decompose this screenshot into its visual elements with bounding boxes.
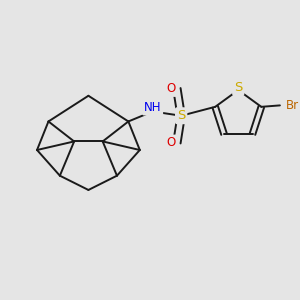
Text: Br: Br: [286, 99, 299, 112]
Text: O: O: [167, 82, 176, 95]
Text: S: S: [234, 81, 242, 94]
Text: NH: NH: [144, 101, 161, 114]
Text: O: O: [167, 136, 176, 149]
Text: S: S: [177, 109, 185, 122]
